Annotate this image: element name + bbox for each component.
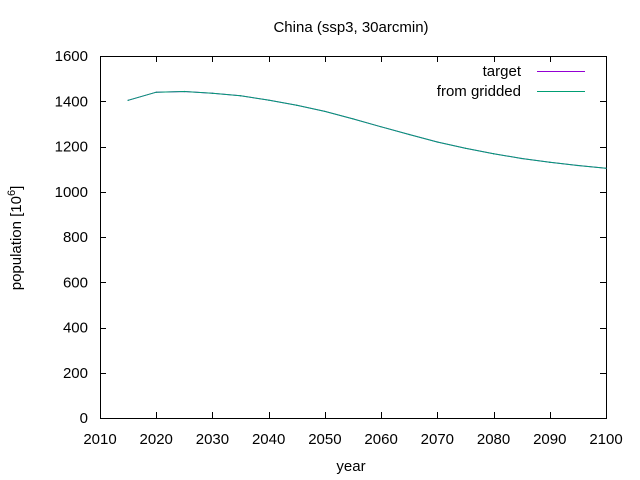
- y-tick-label: 1200: [55, 139, 88, 156]
- y-axis-label: population [106]: [6, 186, 25, 291]
- x-tick-label: 2090: [533, 431, 566, 448]
- y-tick-label: 1400: [55, 93, 88, 110]
- y-axis: 0 200 400 600 800 1000 1200 1400 1600: [55, 48, 606, 427]
- x-tick-label: 2040: [252, 431, 285, 448]
- data-point: [577, 164, 579, 167]
- chart-title: China (ssp3, 30arcmin): [273, 19, 428, 36]
- data-point: [296, 104, 298, 106]
- data-point: [239, 95, 242, 97]
- plot-area-border: [100, 56, 607, 419]
- x-axis-label: year: [336, 458, 365, 475]
- data-point: [408, 133, 410, 136]
- x-tick-label: 2050: [308, 431, 341, 448]
- data-point: [268, 99, 270, 101]
- y-tick-label: 200: [63, 365, 88, 382]
- x-tick-label: 2080: [477, 431, 510, 448]
- y-axis-label-close: ]: [8, 186, 25, 190]
- legend: target from gridded: [437, 63, 585, 100]
- x-tick-label: 2010: [83, 431, 116, 448]
- legend-label-0: target: [483, 63, 522, 80]
- series-line-1: [127, 90, 607, 169]
- data-point: [464, 147, 467, 149]
- y-tick-label: 1000: [55, 184, 88, 201]
- legend-label-1: from gridded: [437, 83, 521, 100]
- data-point: [324, 110, 326, 113]
- data-point: [521, 157, 523, 160]
- y-tick-label: 600: [63, 274, 88, 291]
- data-point: [127, 99, 129, 101]
- data-point: [492, 153, 495, 155]
- data-point: [380, 126, 382, 128]
- x-tick-label: 2070: [421, 431, 454, 448]
- series-layer: [127, 90, 607, 169]
- y-tick-label: 1600: [55, 48, 88, 65]
- y-axis-label-exponent: 6: [6, 190, 18, 196]
- data-point: [211, 92, 214, 94]
- x-axis: 2010 2020 2030 2040 2050 2060 2070 2080 2090 2100: [83, 56, 623, 448]
- data-point: [549, 161, 551, 163]
- series-line-0: [127, 90, 607, 169]
- data-point: [155, 91, 157, 93]
- x-tick-label: 2100: [589, 431, 622, 448]
- y-tick-label: 0: [80, 410, 88, 427]
- x-tick-label: 2060: [364, 431, 397, 448]
- y-tick-label: 400: [63, 320, 88, 337]
- x-tick-label: 2030: [196, 431, 229, 448]
- x-tick-label: 2020: [140, 431, 173, 448]
- data-point: [436, 141, 438, 143]
- data-point: [183, 90, 185, 93]
- data-point: [352, 118, 354, 120]
- data-point: [605, 167, 607, 169]
- y-axis-label-text: population [10: [8, 196, 25, 290]
- y-tick-label: 800: [63, 229, 88, 246]
